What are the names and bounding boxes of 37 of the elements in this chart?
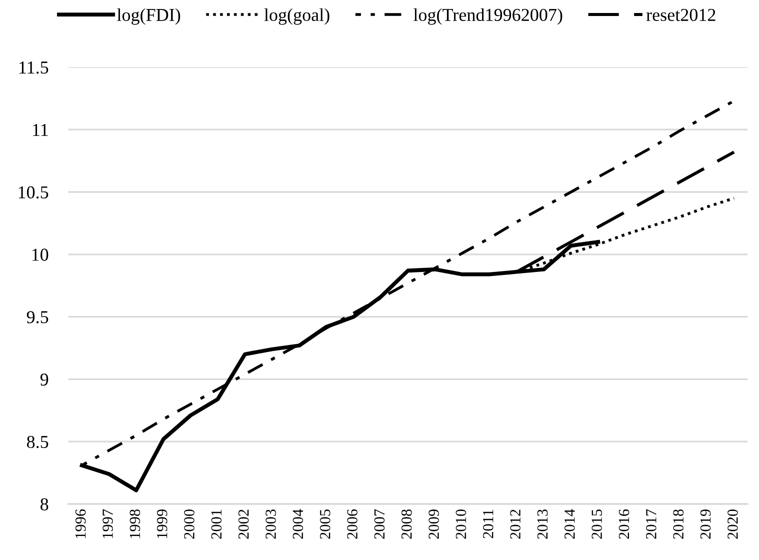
legend-label: reset2012: [646, 8, 716, 22]
x-tick-label: 2016: [618, 509, 630, 539]
x-tick-label: 1996: [75, 509, 86, 538]
x-tick-label: 2000: [184, 509, 194, 539]
legend-label: log(goal): [264, 8, 330, 25]
x-tick-label: 2002: [238, 510, 249, 539]
y-tick-label: 9.5: [26, 311, 48, 324]
x-tick-label: 2018: [673, 509, 684, 539]
y-tick-label: 11: [33, 124, 48, 136]
y-tick-label: 8.5: [26, 436, 48, 448]
x-tick-label: 1999: [156, 509, 168, 538]
y-tick-label: 10.5: [18, 186, 48, 199]
x-tick-label: 2003: [266, 509, 276, 539]
x-tick-label: 2017: [646, 509, 656, 539]
legend-label: log(Trend19962007): [414, 8, 562, 25]
y-tick-label: 10: [32, 248, 48, 261]
y-tick-label: 9: [40, 374, 48, 386]
x-tick-label: 2010: [456, 509, 466, 539]
x-tick-label: 2020: [728, 509, 738, 539]
y-tick-label: 11.5: [20, 62, 48, 74]
x-tick-label: 2012: [510, 510, 520, 539]
x-tick-label: 2005: [320, 509, 330, 539]
legend-label: log(FDI): [117, 8, 180, 25]
x-tick-label: 2006: [347, 509, 358, 539]
x-tick-label: 2001: [211, 510, 222, 539]
x-tick-label: 2013: [537, 509, 548, 539]
x-tick-label: 2011: [482, 510, 494, 538]
x-tick-label: 2015: [592, 509, 602, 539]
x-tick-label: 2009: [428, 509, 439, 539]
x-tick-label: 2008: [401, 509, 412, 539]
y-tick-label: 8: [40, 498, 48, 510]
x-tick-label: 2014: [564, 509, 575, 539]
x-tick-label: 2004: [292, 509, 304, 539]
x-tick-label: 1998: [130, 509, 140, 538]
x-tick-label: 1997: [102, 509, 113, 538]
x-tick-label: 2007: [374, 509, 385, 539]
x-tick-label: 2019: [700, 509, 711, 539]
